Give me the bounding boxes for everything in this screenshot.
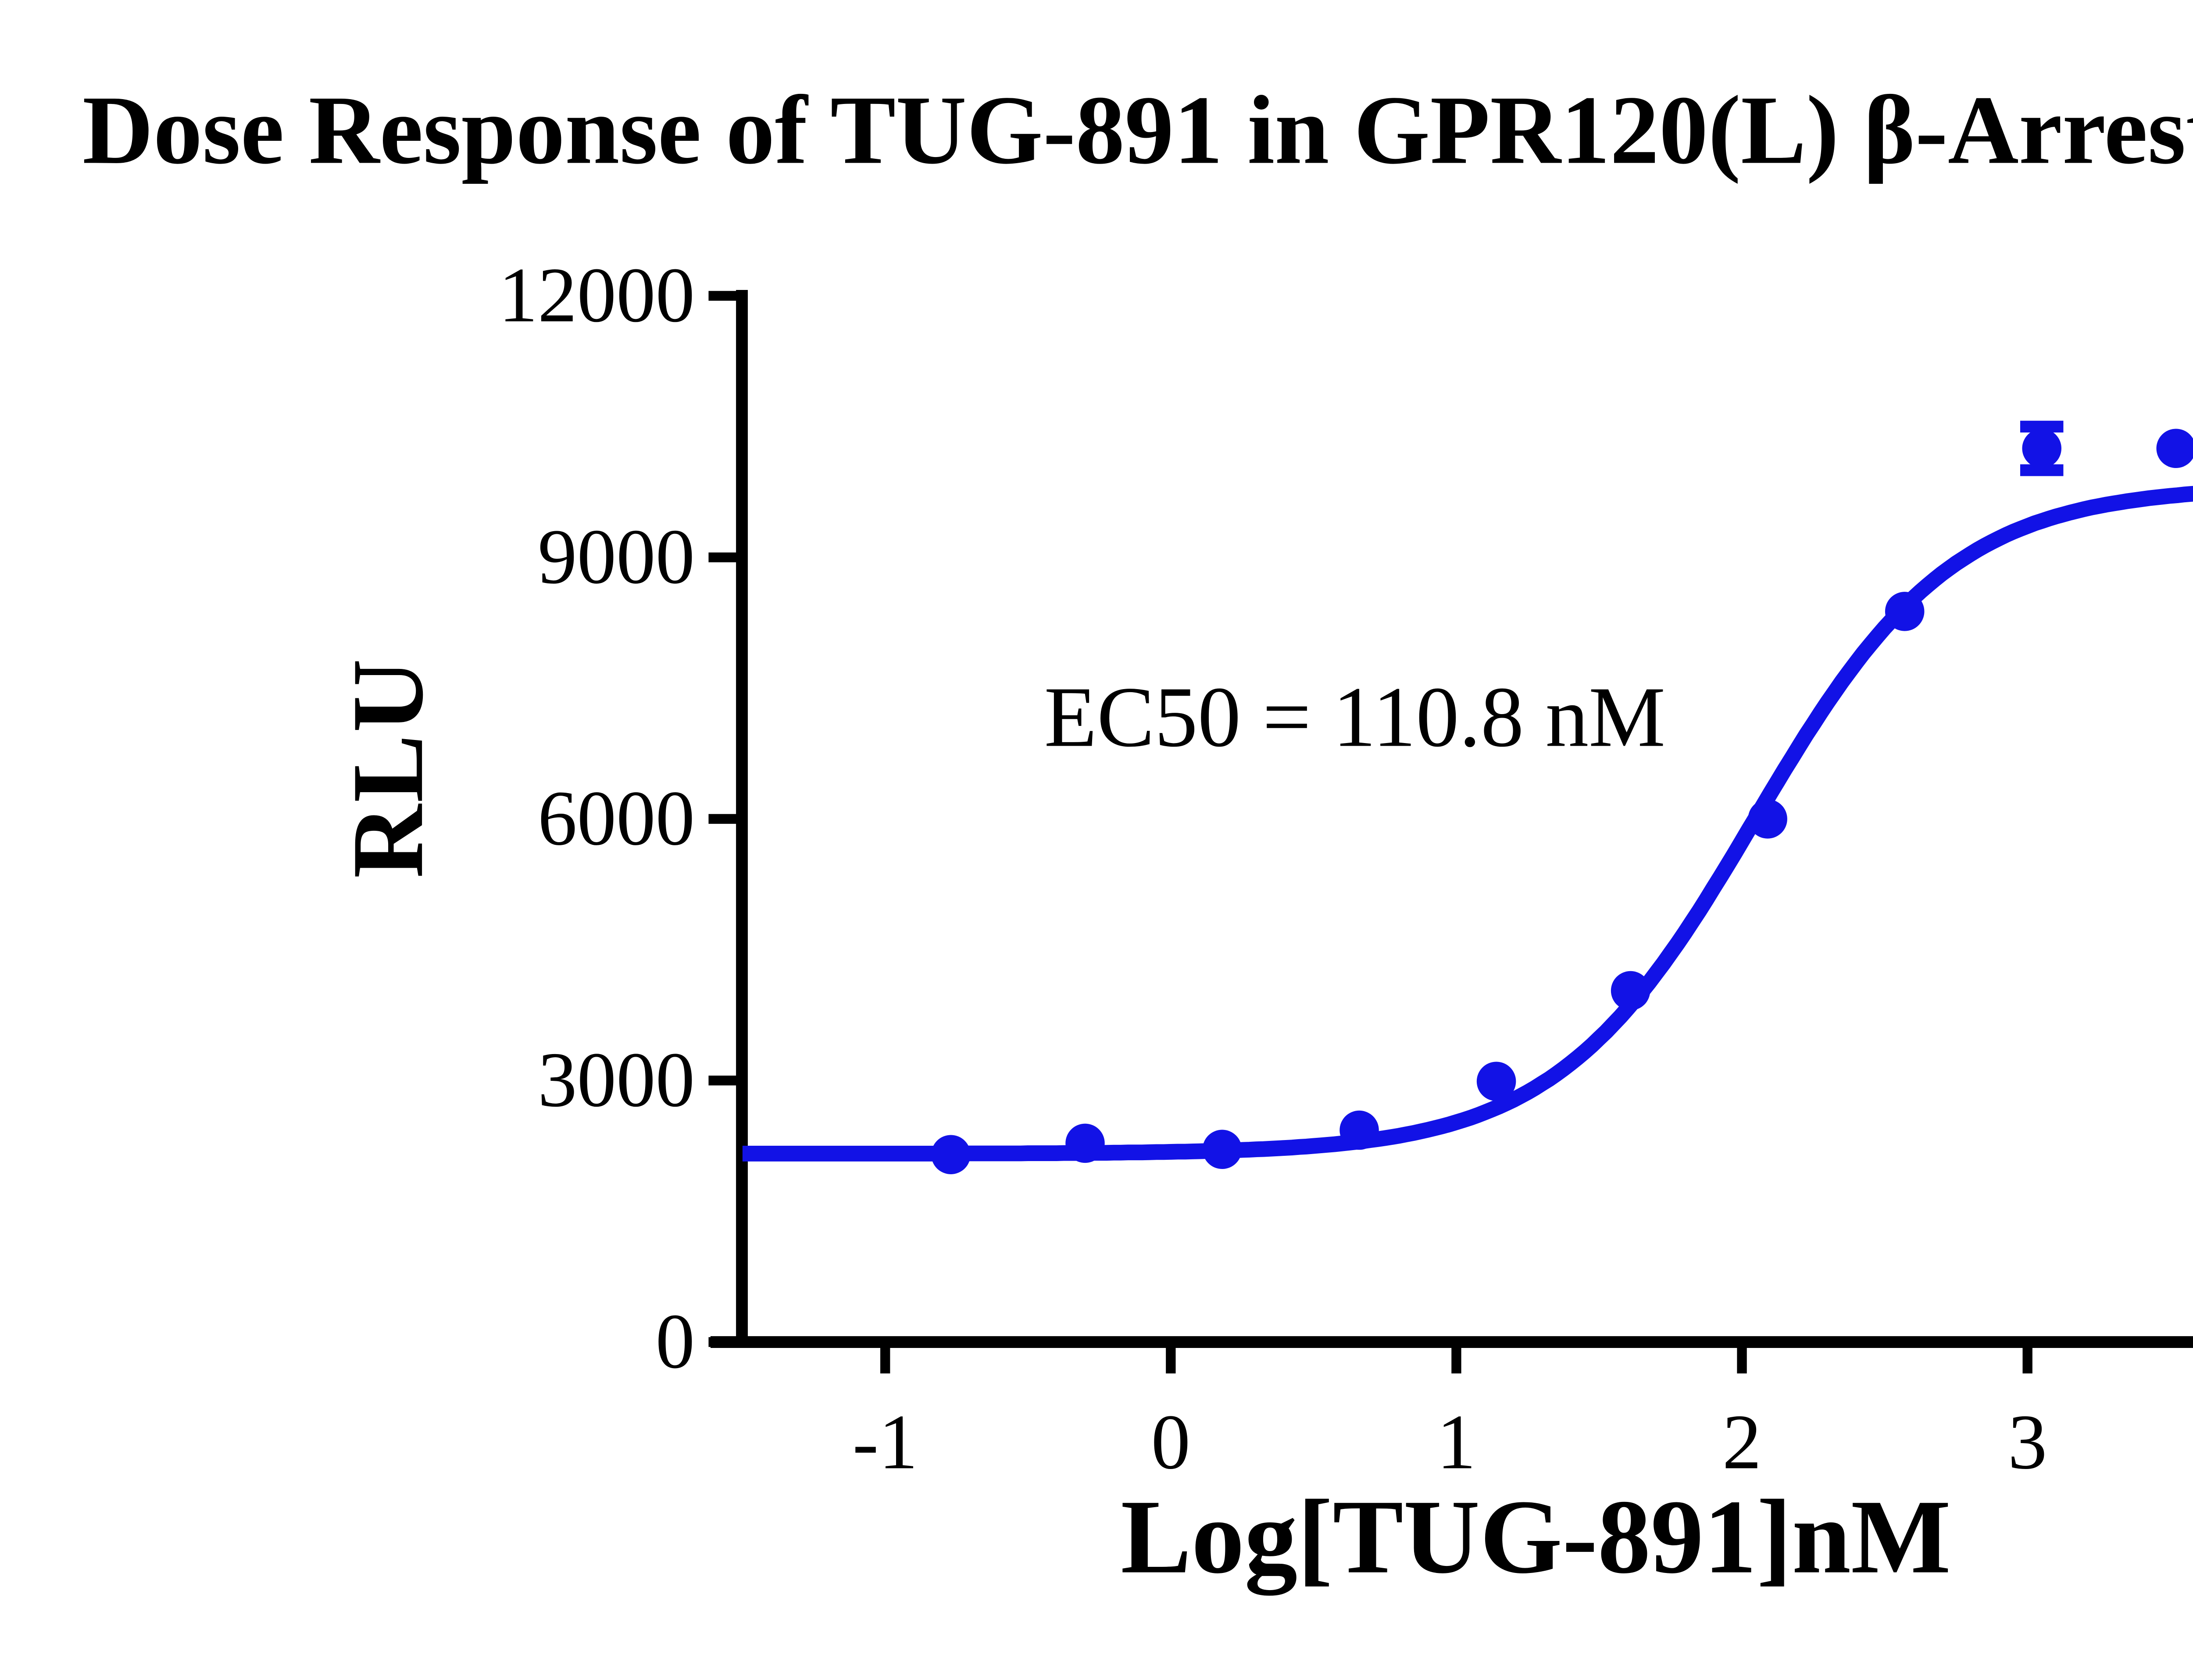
data-point	[1611, 971, 1650, 1011]
data-point	[2156, 429, 2193, 468]
x-axis-label: Log[TUG-891]nM	[1121, 1478, 1951, 1596]
y-tick-label: 9000	[538, 513, 695, 600]
data-point	[931, 1135, 971, 1174]
data-point	[2022, 429, 2061, 468]
x-tick-label: 1	[1437, 1398, 1476, 1485]
y-tick-label: 0	[656, 1298, 695, 1385]
ec50-annotation: EC50 = 110.8 nM	[1044, 669, 1666, 766]
y-axis-label: RLU	[332, 657, 444, 878]
data-point	[1885, 592, 1925, 631]
x-tick-label: 0	[1151, 1398, 1191, 1485]
data-point	[1065, 1123, 1105, 1163]
x-tick-label: -1	[853, 1398, 918, 1485]
data-point	[1476, 1062, 1516, 1101]
chart-title: Dose Response of TUG-891 in GPR120(L) β-…	[82, 80, 2193, 179]
y-tick-label: 6000	[538, 774, 695, 861]
y-tick-label: 12000	[499, 251, 695, 339]
chart-title-text: Dose Response of TUG-891 in GPR120(L) β-…	[82, 75, 2193, 185]
y-tick-label: 3000	[538, 1036, 695, 1123]
x-tick-label: 2	[1722, 1398, 1762, 1485]
data-point	[1748, 799, 1787, 839]
data-point	[1202, 1130, 1242, 1169]
fit-curve	[742, 486, 2193, 1162]
x-tick-label: 3	[2008, 1398, 2047, 1485]
data-point	[1339, 1110, 1379, 1150]
